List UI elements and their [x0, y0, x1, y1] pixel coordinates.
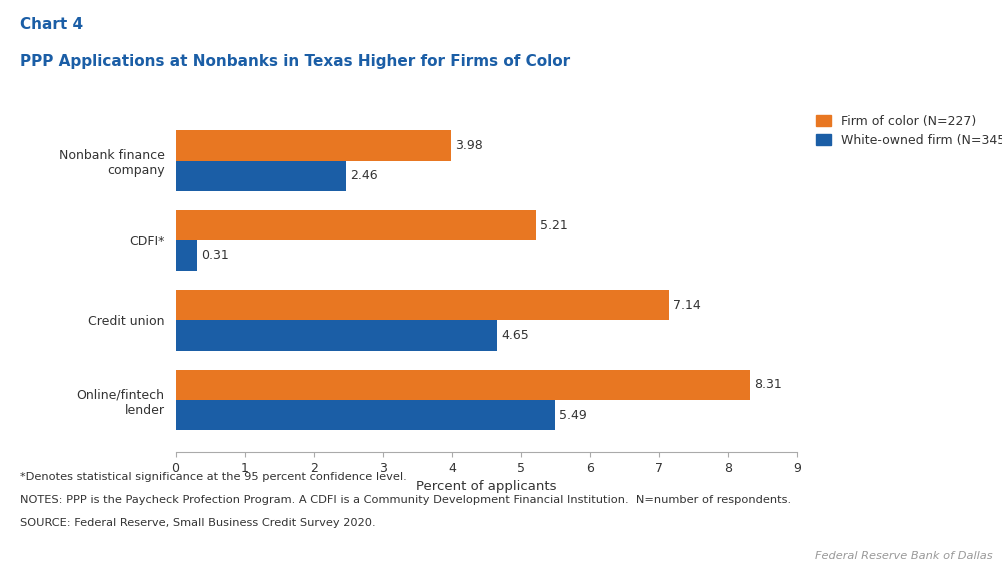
Legend: Firm of color (N=227), White-owned firm (N=345): Firm of color (N=227), White-owned firm …	[816, 115, 1002, 147]
Text: SOURCE: Federal Reserve, Small Business Credit Survey 2020.: SOURCE: Federal Reserve, Small Business …	[20, 518, 376, 527]
Text: 5.21: 5.21	[539, 219, 567, 232]
Bar	[175, 240, 196, 271]
Bar	[175, 130, 450, 161]
Bar	[175, 210, 535, 240]
Bar	[175, 320, 496, 351]
Text: 2.46: 2.46	[350, 169, 377, 182]
Bar	[175, 370, 748, 400]
Text: 0.31: 0.31	[200, 249, 228, 262]
Bar	[175, 290, 668, 320]
Bar	[175, 161, 345, 191]
Text: 3.98: 3.98	[454, 139, 482, 152]
Text: 7.14: 7.14	[672, 299, 700, 312]
Text: NOTES: PPP is the Paycheck Profection Program. A CDFI is a Community Development: NOTES: PPP is the Paycheck Profection Pr…	[20, 495, 791, 505]
Text: PPP Applications at Nonbanks in Texas Higher for Firms of Color: PPP Applications at Nonbanks in Texas Hi…	[20, 54, 569, 69]
Text: 5.49: 5.49	[558, 408, 586, 422]
Text: 8.31: 8.31	[754, 378, 781, 391]
Text: *Denotes statistical significance at the 95 percent confidence level.: *Denotes statistical significance at the…	[20, 472, 407, 482]
X-axis label: Percent of applicants: Percent of applicants	[416, 480, 556, 493]
Text: 4.65: 4.65	[500, 329, 528, 342]
Bar	[175, 400, 554, 430]
Text: Federal Reserve Bank of Dallas: Federal Reserve Bank of Dallas	[815, 551, 992, 561]
Text: Chart 4: Chart 4	[20, 17, 83, 32]
